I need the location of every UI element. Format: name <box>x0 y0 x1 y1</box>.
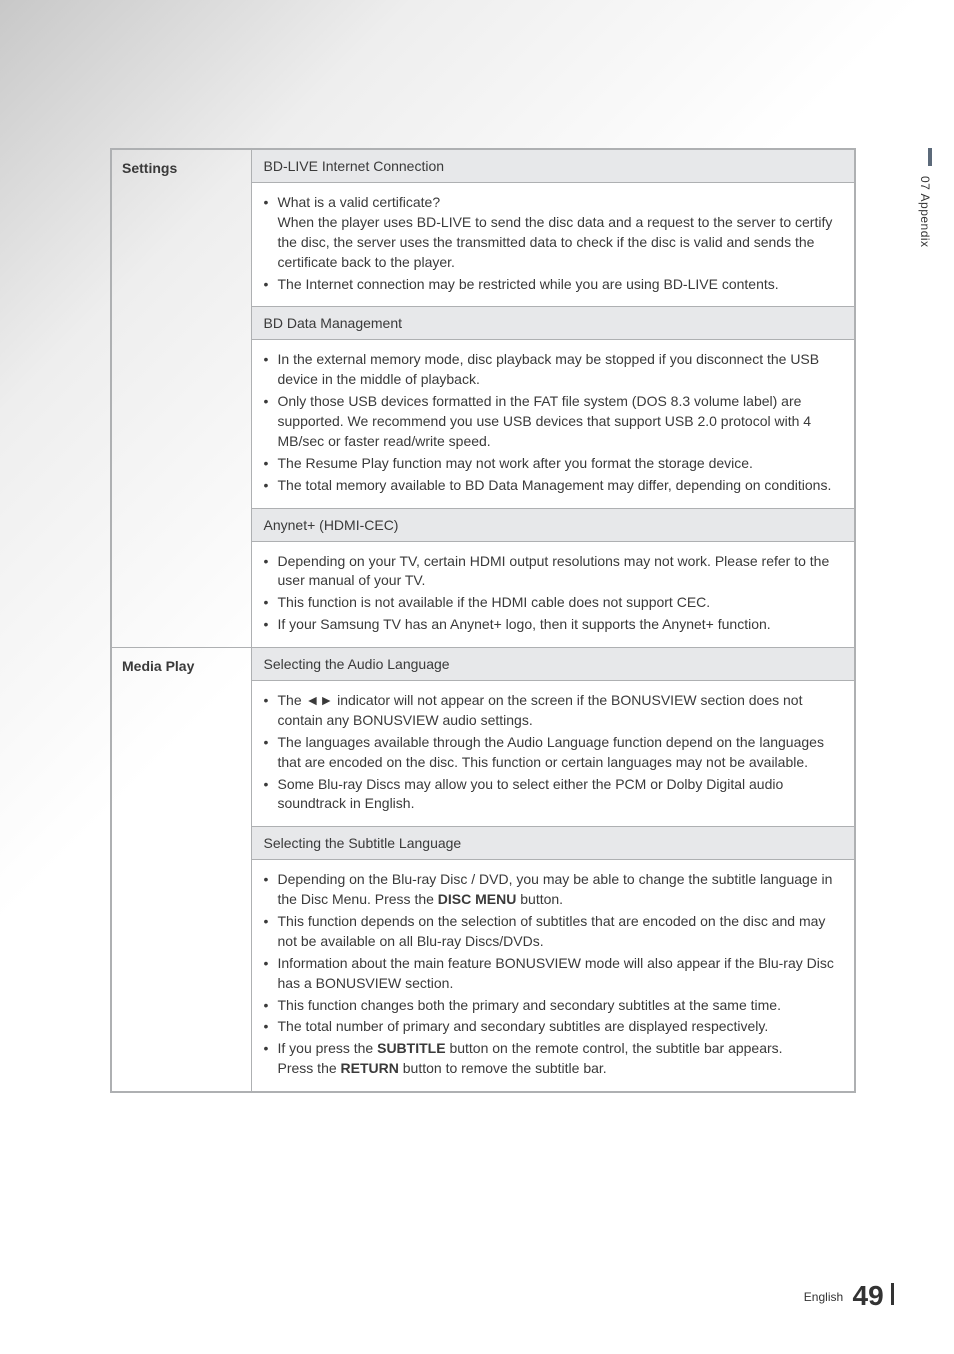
list-item: What is a valid certificate? When the pl… <box>264 193 843 273</box>
list-item: The Internet connection may be restricte… <box>264 275 843 295</box>
bullet-text: The languages available through the Audi… <box>278 734 824 770</box>
heading-bdlive: BD-LIVE Internet Connection <box>251 149 855 183</box>
list-item: The total memory available to BD Data Ma… <box>264 476 843 496</box>
body-bddata: In the external memory mode, disc playba… <box>251 340 855 508</box>
body-subtitlelang: Depending on the Blu-ray Disc / DVD, you… <box>251 860 855 1092</box>
side-tab-label: 07 Appendix <box>918 176 932 248</box>
footer-language: English <box>804 1290 843 1304</box>
bullet-text: If your Samsung TV has an Anynet+ logo, … <box>278 616 771 632</box>
list-item: Some Blu-ray Discs may allow you to sele… <box>264 775 843 815</box>
body-anynet: Depending on your TV, certain HDMI outpu… <box>251 541 855 648</box>
page-footer: English 49 <box>804 1280 894 1312</box>
bullet-text: When the player uses BD-LIVE to send the… <box>278 213 843 273</box>
body-bdlive: What is a valid certificate? When the pl… <box>251 183 855 307</box>
bullet-text: This function is not available if the HD… <box>278 594 711 610</box>
side-tab-bar <box>928 148 932 166</box>
list-item: This function is not available if the HD… <box>264 593 843 613</box>
bullet-text: Depending on the Blu-ray Disc / DVD, you… <box>278 871 833 907</box>
page-root: 07 Appendix Settings BD-LIVE Internet Co… <box>0 0 954 1354</box>
bullet-text: The total number of primary and secondar… <box>278 1018 769 1034</box>
section-label-mediaplay: Media Play <box>111 648 251 1093</box>
bullet-text: The Internet connection may be restricte… <box>278 276 779 292</box>
heading-anynet: Anynet+ (HDMI-CEC) <box>251 508 855 541</box>
section-label-settings: Settings <box>111 149 251 648</box>
list-item: Depending on the Blu-ray Disc / DVD, you… <box>264 870 843 910</box>
bullet-text: The ◄► indicator will not appear on the … <box>278 692 803 728</box>
bullet-text: Information about the main feature BONUS… <box>278 955 834 991</box>
body-audiolang: The ◄► indicator will not appear on the … <box>251 681 855 827</box>
heading-subtitlelang: Selecting the Subtitle Language <box>251 827 855 860</box>
list-item: In the external memory mode, disc playba… <box>264 350 843 390</box>
footer-bar <box>891 1283 894 1305</box>
list-item: The ◄► indicator will not appear on the … <box>264 691 843 731</box>
bullet-text: This function changes both the primary a… <box>278 997 782 1013</box>
bullet-text: In the external memory mode, disc playba… <box>278 351 820 387</box>
list-item: The languages available through the Audi… <box>264 733 843 773</box>
list-item: If you press the SUBTITLE button on the … <box>264 1039 843 1079</box>
side-tab: 07 Appendix <box>912 148 932 388</box>
bullet-text: If you press the SUBTITLE button on the … <box>278 1040 783 1076</box>
list-item: This function changes both the primary a… <box>264 996 843 1016</box>
heading-audiolang: Selecting the Audio Language <box>251 648 855 681</box>
footer-page-number: 49 <box>853 1280 884 1311</box>
bullet-text: What is a valid certificate? <box>278 193 843 213</box>
bullet-text: Only those USB devices formatted in the … <box>278 393 812 449</box>
heading-bddata: BD Data Management <box>251 307 855 340</box>
bullet-text: The total memory available to BD Data Ma… <box>278 477 832 493</box>
bullet-text: Some Blu-ray Discs may allow you to sele… <box>278 776 784 812</box>
list-item: Depending on your TV, certain HDMI outpu… <box>264 552 843 592</box>
bullet-text: Depending on your TV, certain HDMI outpu… <box>278 553 830 589</box>
list-item: The Resume Play function may not work af… <box>264 454 843 474</box>
bullet-text: The Resume Play function may not work af… <box>278 455 753 471</box>
list-item: This function depends on the selection o… <box>264 912 843 952</box>
list-item: Only those USB devices formatted in the … <box>264 392 843 452</box>
list-item: If your Samsung TV has an Anynet+ logo, … <box>264 615 843 635</box>
list-item: The total number of primary and secondar… <box>264 1017 843 1037</box>
bullet-text: This function depends on the selection o… <box>278 913 826 949</box>
content-area: Settings BD-LIVE Internet Connection Wha… <box>110 148 856 1093</box>
list-item: Information about the main feature BONUS… <box>264 954 843 994</box>
manual-table: Settings BD-LIVE Internet Connection Wha… <box>110 148 856 1093</box>
